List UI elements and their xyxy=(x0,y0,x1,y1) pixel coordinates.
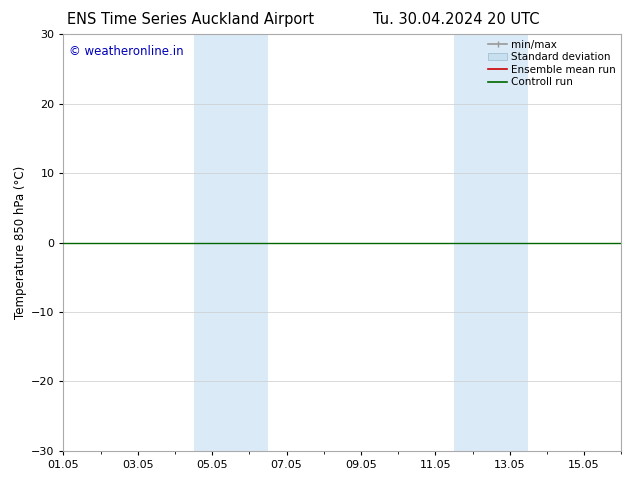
Bar xyxy=(193,34,268,451)
Y-axis label: Temperature 850 hPa (°C): Temperature 850 hPa (°C) xyxy=(14,166,27,319)
Text: ENS Time Series Auckland Airport: ENS Time Series Auckland Airport xyxy=(67,12,314,27)
Legend: min/max, Standard deviation, Ensemble mean run, Controll run: min/max, Standard deviation, Ensemble me… xyxy=(486,37,618,89)
Text: © weatheronline.in: © weatheronline.in xyxy=(69,45,184,58)
Bar xyxy=(454,34,528,451)
Text: Tu. 30.04.2024 20 UTC: Tu. 30.04.2024 20 UTC xyxy=(373,12,540,27)
